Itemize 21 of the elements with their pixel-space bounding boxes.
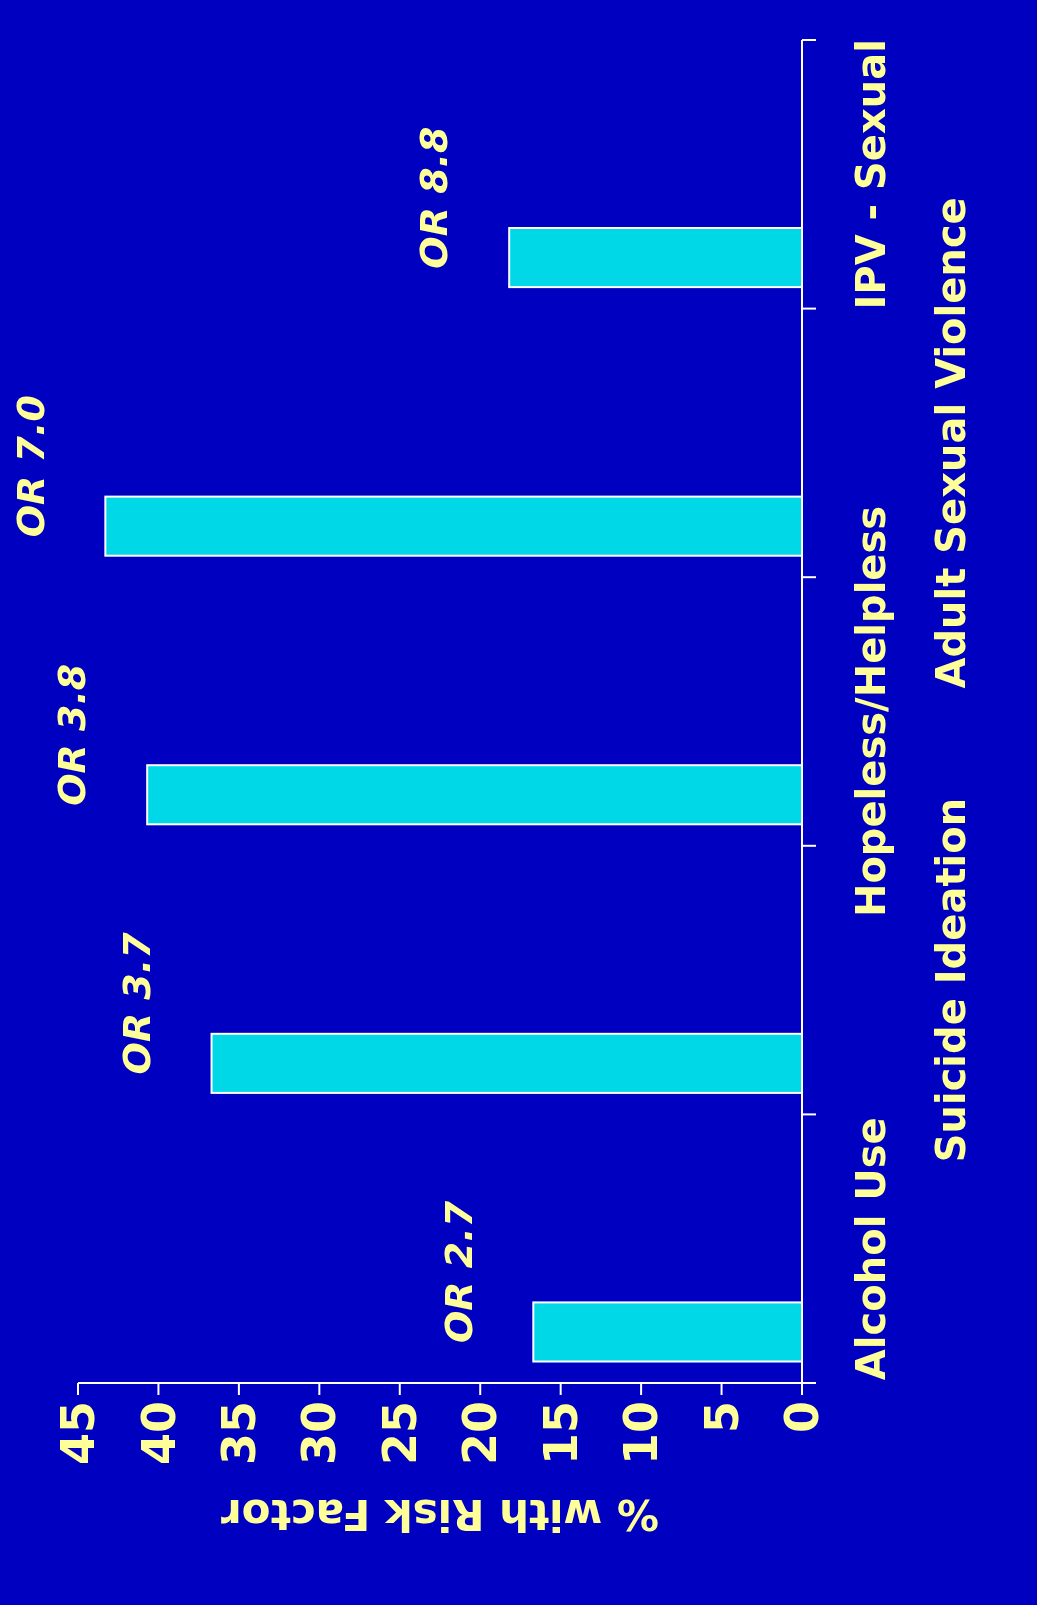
x-tick-label: 30 xyxy=(292,1401,347,1466)
annotation: OR 7.0 xyxy=(8,395,53,538)
annotation: OR 8.8 xyxy=(412,126,457,269)
y-tick-label: Adult Sexual Violence xyxy=(928,197,974,689)
x-tick-label: 15 xyxy=(533,1401,588,1466)
x-axis-title: % with Risk Factor xyxy=(220,1490,659,1539)
x-tick-label: 5 xyxy=(694,1401,749,1434)
x-tick-label: 45 xyxy=(51,1401,106,1466)
x-tick-label: 35 xyxy=(211,1401,266,1466)
x-tick-label: 0 xyxy=(775,1401,830,1434)
y-tick-label: Alcohol Use xyxy=(848,1117,894,1381)
x-tick-label: 10 xyxy=(614,1401,669,1466)
y-tick-label: IPV - Sexual xyxy=(848,39,894,310)
y-tick-label: Hopeless/Helpless xyxy=(848,505,894,918)
x-tick-label: 25 xyxy=(372,1401,427,1466)
annotation: OR 3.7 xyxy=(114,931,159,1075)
annotation: OR 2.7 xyxy=(436,1200,481,1344)
annotation: OR 3.8 xyxy=(50,663,95,806)
x-tick-label: 40 xyxy=(131,1401,186,1466)
y-tick-label: Suicide Ideation xyxy=(928,797,974,1163)
x-tick-label: 20 xyxy=(453,1401,508,1466)
